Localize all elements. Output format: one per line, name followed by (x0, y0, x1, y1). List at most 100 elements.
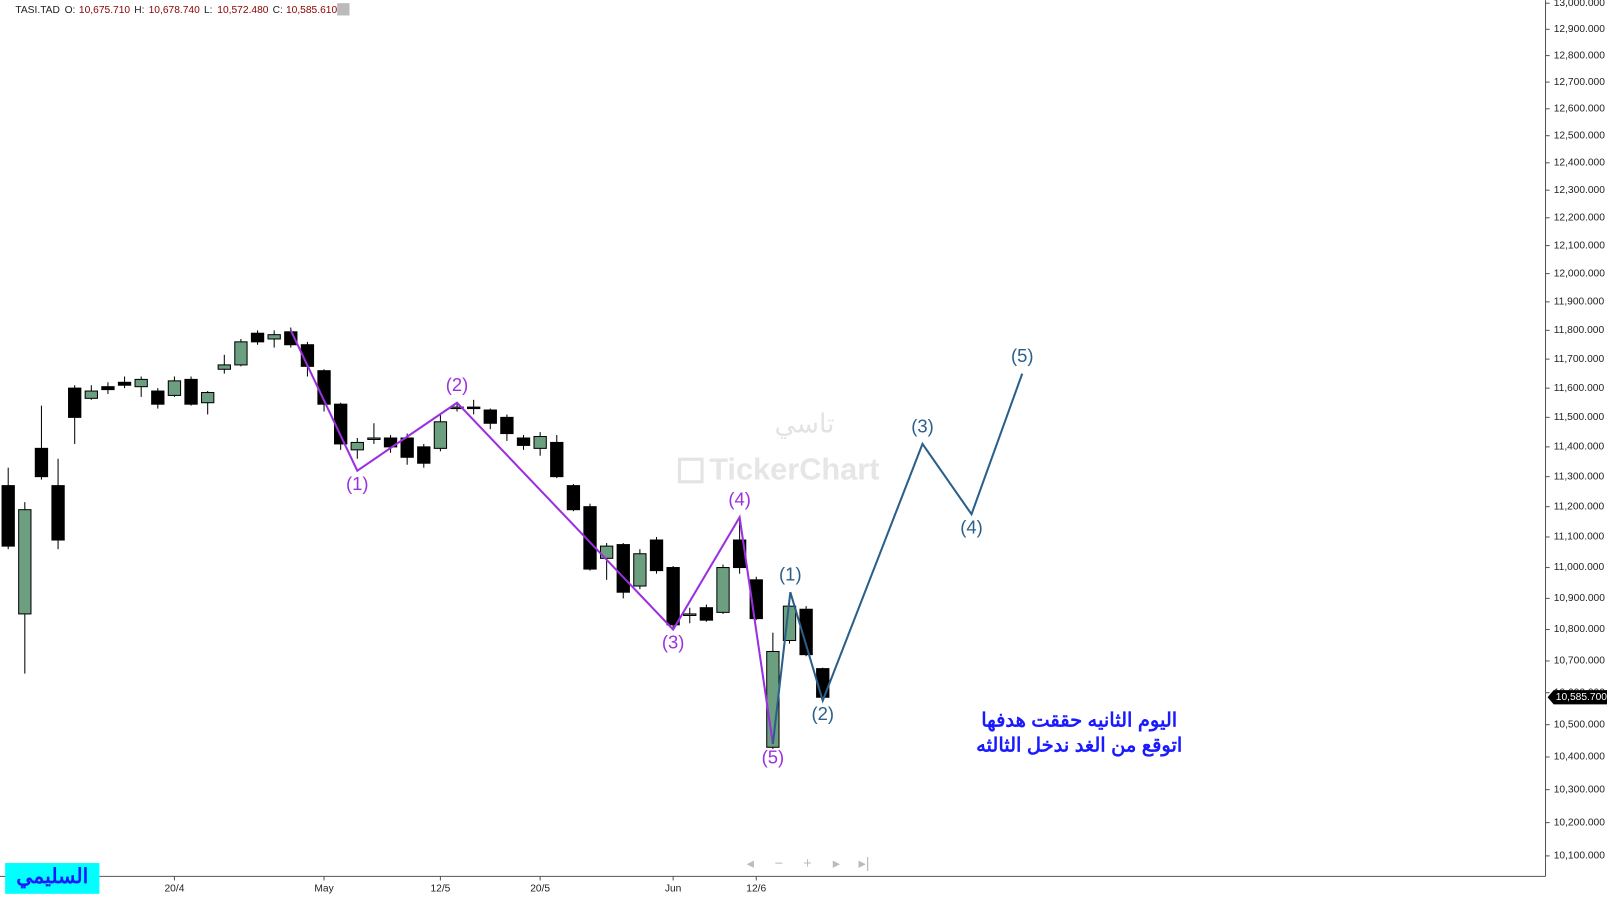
signature-box (5, 863, 100, 894)
watermark-icon (677, 457, 704, 484)
high-value: 10,678.740 (149, 5, 201, 16)
watermark-arabic: تاسي (775, 408, 835, 439)
last-price-label: 10,585.700 (1556, 692, 1607, 703)
y-tick-label: 11,500.000 (1554, 412, 1605, 423)
x-tick-label: 12/5 (430, 883, 450, 894)
y-tick-label: 12,400.000 (1554, 158, 1606, 169)
y-tick-label: 10,300.000 (1554, 784, 1606, 795)
candle-body (433, 421, 448, 449)
menu-button[interactable] (337, 3, 350, 16)
candle-body (51, 485, 65, 541)
annotation: اتوقع من الغد ندخل الثالثه (976, 734, 1182, 757)
candle-body (699, 607, 714, 621)
candle-body (583, 506, 597, 570)
y-tick-label: 11,900.000 (1554, 297, 1605, 308)
wave-label: (5) (1011, 345, 1034, 366)
candle-body (466, 406, 481, 410)
watermark-brand: TickerChart (709, 452, 879, 487)
candle-body (350, 441, 364, 451)
y-tick-label: 12,900.000 (1554, 24, 1606, 35)
y-tick-label: 12,200.000 (1554, 212, 1606, 223)
x-tick-label: Jun (665, 883, 682, 894)
y-tick-label: 11,800.000 (1554, 325, 1605, 336)
y-tick-label: 12,100.000 (1554, 240, 1606, 251)
candle-body (1, 485, 15, 547)
scroll-left[interactable]: ◂ (747, 856, 754, 872)
x-tick-label: 12/6 (746, 883, 766, 894)
close-label: C: (273, 5, 283, 16)
y-tick-label: 12,500.000 (1554, 130, 1606, 141)
y-tick-label: 12,800.000 (1554, 50, 1606, 61)
candle-body (516, 437, 531, 446)
y-tick-label: 11,000.000 (1554, 562, 1605, 573)
candle-body (566, 485, 581, 511)
low-label: L: (204, 5, 213, 16)
candle-body (633, 553, 647, 587)
candle-body (217, 364, 231, 370)
y-tick-label: 12,000.000 (1554, 268, 1606, 279)
wave-label: (1) (346, 473, 369, 494)
y-tick-label: 10,900.000 (1554, 593, 1606, 604)
y-tick-label: 11,300.000 (1554, 471, 1605, 482)
candle-body (799, 608, 813, 656)
candle-body (550, 441, 564, 478)
high-label: H: (134, 5, 144, 16)
scroll-end[interactable]: ▸| (859, 856, 870, 872)
wave-label: (3) (662, 632, 685, 653)
wave-label: (4) (728, 489, 751, 510)
y-tick-label: 11,100.000 (1554, 532, 1605, 543)
candle-body (483, 409, 497, 424)
candle-body (201, 391, 215, 404)
candle-body (500, 416, 514, 435)
y-tick-label: 10,100.000 (1554, 851, 1606, 862)
candle-body (649, 539, 664, 572)
candle-body (267, 334, 281, 340)
candle-body (533, 436, 547, 449)
y-tick-label: 11,200.000 (1554, 501, 1605, 512)
candle-body (616, 544, 630, 593)
zoom-in[interactable]: + (803, 856, 811, 872)
y-tick-label: 12,700.000 (1554, 77, 1606, 88)
candle-body (666, 567, 680, 626)
scroll-right[interactable]: ▸ (833, 856, 840, 872)
wave-label: (1) (779, 564, 802, 585)
annotation: اليوم الثانيه حققت هدفها (981, 710, 1177, 733)
y-tick-label: 10,500.000 (1554, 719, 1606, 730)
y-tick-label: 10,200.000 (1554, 817, 1606, 828)
y-tick-label: 10,400.000 (1554, 752, 1606, 763)
open-value: 10,675.710 (79, 5, 131, 16)
candle-body (34, 447, 49, 478)
y-tick-label: 11,600.000 (1554, 383, 1605, 394)
y-tick-label: 10,800.000 (1554, 624, 1606, 635)
candle-body (167, 380, 182, 396)
y-tick-label: 13,000.000 (1554, 0, 1606, 9)
signature: السليمي (16, 865, 88, 889)
wave-label: (2) (811, 703, 834, 724)
y-tick-label: 12,600.000 (1554, 103, 1606, 114)
x-tick-label: 20/4 (164, 883, 184, 894)
candle-body (134, 378, 148, 388)
candle-body (68, 387, 82, 418)
wave-label: (5) (762, 746, 785, 767)
close-value: 10,585.610 (286, 5, 338, 16)
last-price-tag (1547, 690, 1607, 705)
zoom-out[interactable]: − (775, 856, 783, 872)
symbol: TASI.TAD (15, 5, 60, 16)
candle-body (101, 386, 115, 391)
candle-body (234, 341, 248, 366)
wave-label: (4) (960, 516, 983, 537)
x-tick-label: 20/5 (530, 883, 550, 894)
x-tick-label: May (314, 883, 334, 894)
y-tick-label: 10,700.000 (1554, 656, 1606, 667)
candle-body (117, 381, 132, 386)
toolbar: ◂ − + ▸ ▸| (747, 856, 870, 872)
y-tick-label: 12,300.000 (1554, 185, 1606, 196)
candle-body (716, 567, 730, 613)
wave-label: (3) (911, 415, 934, 436)
candle-body (250, 332, 265, 343)
wave-line (771, 373, 1024, 745)
wave-label: (2) (446, 374, 469, 395)
candle-body (367, 437, 381, 440)
